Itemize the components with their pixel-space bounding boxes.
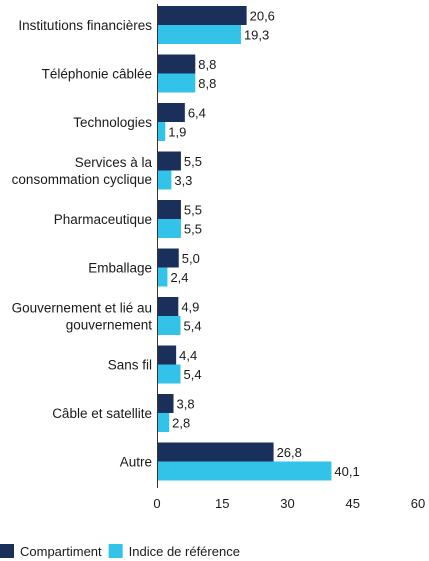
category-label: Technologies bbox=[73, 115, 152, 130]
legend-label: Indice de référence bbox=[129, 544, 240, 559]
bar-indice bbox=[157, 219, 181, 238]
legend-label: Compartiment bbox=[20, 544, 102, 559]
labels-layer: 20,6 19,3 Institutions financières 8,8 8,8 Té… bbox=[12, 9, 360, 480]
legend-swatch-indice bbox=[108, 544, 123, 558]
legend: Compartiment Indice de référence bbox=[0, 544, 240, 559]
data-label: 5,0 bbox=[182, 251, 200, 266]
bar-indice bbox=[157, 170, 172, 190]
category-label: Téléphonie câblée bbox=[42, 67, 152, 82]
bar-compartiment bbox=[157, 151, 181, 171]
bars-layer bbox=[157, 6, 332, 481]
bar-compartiment bbox=[157, 394, 174, 413]
bar-indice bbox=[157, 73, 196, 93]
bar-indice bbox=[157, 413, 170, 432]
x-tick-label: 45 bbox=[346, 496, 360, 511]
data-label: 8,8 bbox=[198, 76, 216, 91]
bar-indice bbox=[157, 122, 166, 141]
data-label: 5,5 bbox=[184, 154, 202, 169]
data-label: 1,9 bbox=[168, 125, 186, 140]
data-label: 19,3 bbox=[244, 28, 269, 43]
category-label: Emballage bbox=[88, 261, 152, 276]
bar-indice bbox=[157, 25, 241, 44]
data-label: 4,9 bbox=[181, 300, 199, 315]
bar-compartiment bbox=[157, 54, 196, 74]
category-label: Institutions financières bbox=[18, 18, 152, 33]
data-label: 40,1 bbox=[334, 464, 359, 479]
bar-compartiment bbox=[157, 297, 179, 316]
category-label: Services à la bbox=[75, 155, 153, 170]
category-label: gouvernement bbox=[66, 318, 153, 333]
data-label: 26,8 bbox=[277, 445, 302, 460]
data-label: 6,4 bbox=[188, 106, 206, 121]
x-tick-label: 0 bbox=[153, 496, 160, 511]
bar-indice bbox=[157, 316, 181, 335]
category-label: Pharmaceutique bbox=[54, 212, 152, 227]
data-label: 4,4 bbox=[179, 348, 197, 363]
category-label: consommation cyclique bbox=[12, 172, 152, 187]
data-label: 3,8 bbox=[177, 397, 195, 412]
category-label: Gouvernement et lié au bbox=[12, 301, 152, 316]
data-label: 8,8 bbox=[198, 57, 216, 72]
bar-indice bbox=[157, 461, 332, 481]
bar-compartiment bbox=[157, 442, 274, 462]
category-label: Autre bbox=[120, 455, 152, 470]
data-label: 2,4 bbox=[170, 270, 188, 285]
bar-compartiment bbox=[157, 248, 179, 268]
data-label: 5,4 bbox=[183, 319, 201, 334]
data-label: 20,6 bbox=[250, 9, 275, 24]
bar-indice bbox=[157, 364, 181, 384]
data-label: 2,8 bbox=[172, 416, 190, 431]
data-label: 5,5 bbox=[184, 203, 202, 218]
bar-compartiment bbox=[157, 200, 181, 219]
x-tick-label: 30 bbox=[280, 496, 294, 511]
data-label: 5,4 bbox=[183, 367, 201, 382]
bar-compartiment bbox=[157, 6, 247, 25]
x-axis: 0 15 30 45 60 bbox=[153, 4, 425, 511]
bar-compartiment bbox=[157, 345, 177, 365]
bar-indice bbox=[157, 267, 168, 287]
bar-compartiment bbox=[157, 103, 185, 122]
data-label: 5,5 bbox=[184, 222, 202, 237]
x-tick-label: 60 bbox=[411, 496, 425, 511]
category-label: Sans fil bbox=[108, 358, 152, 373]
category-label: Câble et satellite bbox=[52, 406, 152, 421]
data-label: 3,3 bbox=[174, 173, 192, 188]
legend-swatch-compartiment bbox=[0, 544, 14, 558]
x-tick-label: 15 bbox=[215, 496, 229, 511]
